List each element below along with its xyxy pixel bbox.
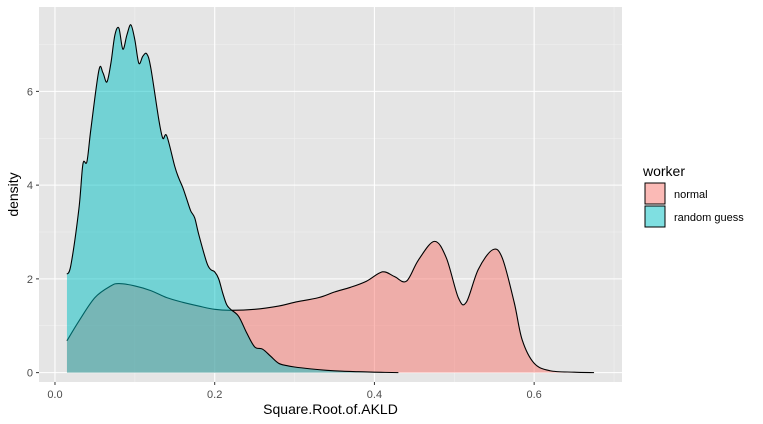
y-tick-label: 2 bbox=[27, 274, 33, 286]
y-tick-label: 0 bbox=[27, 368, 33, 380]
x-axis: 0.0 0.2 0.4 0.6 bbox=[47, 382, 542, 401]
y-axis-title: density bbox=[5, 172, 21, 216]
y-axis: 0 2 4 6 bbox=[27, 86, 39, 380]
legend-key-normal bbox=[644, 182, 666, 205]
y-tick-label: 4 bbox=[27, 180, 33, 192]
x-tick-label: 0.6 bbox=[527, 389, 542, 401]
density-line-random-guess bbox=[66, 24, 399, 374]
x-tick-label: 0.2 bbox=[207, 389, 222, 401]
legend-key-random-guess bbox=[644, 205, 666, 228]
x-tick-label: 0.0 bbox=[47, 389, 62, 401]
legend: worker normal random guess bbox=[642, 163, 744, 228]
density-areas bbox=[66, 24, 595, 374]
legend-title: worker bbox=[642, 163, 685, 179]
x-axis-title: Square.Root.of.AKLD bbox=[263, 401, 398, 417]
x-tick-label: 0.4 bbox=[367, 389, 382, 401]
y-tick-label: 6 bbox=[27, 86, 33, 98]
density-area-random-guess bbox=[66, 24, 399, 373]
legend-label-normal: normal bbox=[674, 189, 708, 201]
legend-label-random-guess: random guess bbox=[674, 212, 744, 224]
